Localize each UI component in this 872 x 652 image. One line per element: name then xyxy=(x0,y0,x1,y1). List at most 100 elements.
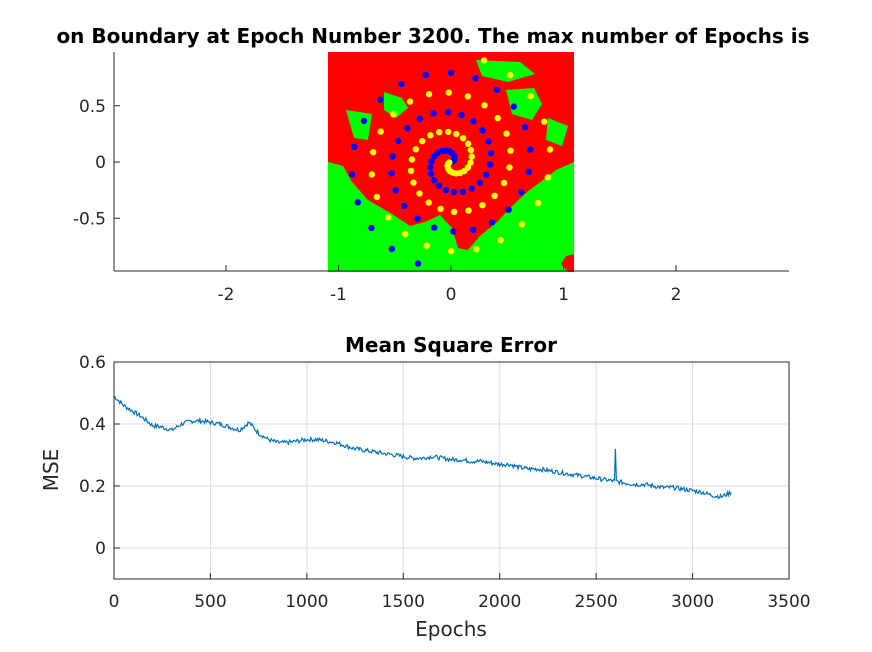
blue-class-point xyxy=(422,71,429,79)
blue-class-point xyxy=(414,260,422,267)
yellow-class-point xyxy=(427,132,434,139)
blue-class-point xyxy=(430,153,438,160)
boundary-region-green-lower xyxy=(328,162,574,272)
blue-class-point xyxy=(427,164,434,171)
x-tick-label: 2500 xyxy=(575,592,618,612)
yellow-class-point xyxy=(481,102,488,109)
blue-class-point xyxy=(394,137,402,145)
yellow-class-point xyxy=(480,57,488,64)
blue-class-point xyxy=(447,69,455,77)
blue-class-point xyxy=(469,226,477,233)
y-tick-label: 0.5 xyxy=(79,97,106,117)
blue-class-point xyxy=(442,186,449,194)
blue-class-point xyxy=(527,146,534,153)
yellow-class-point xyxy=(479,202,486,209)
y-ticks-bottom: 0 0.2 0.4 0.6 xyxy=(79,353,120,559)
yellow-class-point xyxy=(423,242,430,249)
yellow-class-point xyxy=(368,171,375,178)
blue-class-point xyxy=(388,245,396,253)
x-ticks-top: -2 -1 0 1 2 xyxy=(218,265,682,305)
blue-class-point xyxy=(444,109,452,116)
blue-class-point xyxy=(459,188,466,195)
blue-class-point xyxy=(351,143,358,150)
yellow-class-point xyxy=(373,193,381,201)
blue-class-point xyxy=(428,158,435,165)
mse-axes-box xyxy=(113,361,790,580)
blue-class-point xyxy=(431,224,438,231)
yellow-class-point xyxy=(506,164,513,171)
blue-class-point xyxy=(389,153,396,160)
x-tick-label: 1000 xyxy=(285,592,328,612)
x-tick-label: -1 xyxy=(330,285,347,305)
blue-class-point xyxy=(427,170,435,177)
blue-class-point xyxy=(505,206,512,213)
yellow-class-point xyxy=(416,190,423,197)
yellow-class-point xyxy=(507,147,514,154)
yellow-class-point xyxy=(503,130,510,137)
blue-class-point xyxy=(435,182,443,189)
yellow-class-point xyxy=(500,179,508,187)
blue-class-point xyxy=(468,185,475,192)
mse-y-label: MSE xyxy=(39,449,63,492)
yellow-class-point xyxy=(459,135,467,142)
blue-class-point xyxy=(470,118,477,125)
yellow-class-point xyxy=(494,114,501,122)
yellow-class-point xyxy=(467,147,475,154)
blue-class-point xyxy=(450,188,457,196)
blue-class-point xyxy=(450,228,457,235)
boundary-region-green-patch-4 xyxy=(346,110,372,140)
yellow-class-point xyxy=(464,140,472,147)
yellow-class-point xyxy=(453,130,460,138)
x-ticks-bottom: 0 500 1000 1500 2000 2500 3000 3500 xyxy=(109,573,811,612)
y-tick-label: 0.4 xyxy=(79,415,106,435)
blue-class-point xyxy=(472,75,479,82)
boundary-region-green-patch-5 xyxy=(546,118,568,146)
blue-class-point xyxy=(392,187,399,194)
yellow-class-point xyxy=(491,192,498,199)
decision-boundary-axes: on Boundary at Epoch Number 3200. The ma… xyxy=(56,24,809,305)
blue-class-point xyxy=(368,224,375,232)
yellow-class-point xyxy=(445,89,452,96)
boundary-region-green-patch-1 xyxy=(476,60,535,82)
training-points xyxy=(348,57,554,267)
mse-plot-area xyxy=(114,362,789,579)
x-tick-label: 2 xyxy=(671,285,682,305)
yellow-class-point xyxy=(467,159,474,166)
blue-class-point xyxy=(518,189,525,196)
blue-class-point xyxy=(487,149,495,157)
yellow-class-point xyxy=(410,179,417,186)
blue-class-point xyxy=(485,138,492,145)
x-tick-label: 0 xyxy=(446,285,457,305)
x-tick-label: 500 xyxy=(194,592,226,612)
blue-class-point xyxy=(458,111,465,119)
yellow-class-point xyxy=(419,137,426,145)
y-tick-label: 0 xyxy=(95,153,106,173)
yellow-class-point xyxy=(437,205,444,213)
yellow-class-point xyxy=(468,153,475,160)
x-tick-label: 2000 xyxy=(478,592,521,612)
x-tick-label: 1500 xyxy=(382,592,425,612)
mse-title: Mean Square Error xyxy=(345,333,557,357)
y-tick-label: 0.6 xyxy=(79,353,106,373)
x-tick-label: -2 xyxy=(218,285,235,305)
yellow-class-point xyxy=(407,167,415,175)
yellow-class-point xyxy=(465,207,472,214)
blue-class-point xyxy=(360,117,368,125)
yellow-class-point xyxy=(544,174,551,181)
y-tick-label: 0 xyxy=(95,539,106,559)
blue-class-point xyxy=(388,170,395,177)
blue-class-point xyxy=(430,177,438,184)
yellow-class-point xyxy=(464,93,471,100)
blue-class-point xyxy=(354,199,361,206)
yellow-class-point xyxy=(518,221,525,228)
blue-class-point xyxy=(398,80,405,88)
yellow-class-point xyxy=(402,231,409,238)
blue-class-point xyxy=(430,110,437,117)
yellow-class-point xyxy=(390,111,397,118)
x-tick-label: 1 xyxy=(558,285,569,305)
blue-class-point xyxy=(476,179,483,187)
blue-class-point xyxy=(493,86,500,94)
yellow-class-point xyxy=(385,214,392,221)
x-tick-label: 3500 xyxy=(767,592,810,612)
